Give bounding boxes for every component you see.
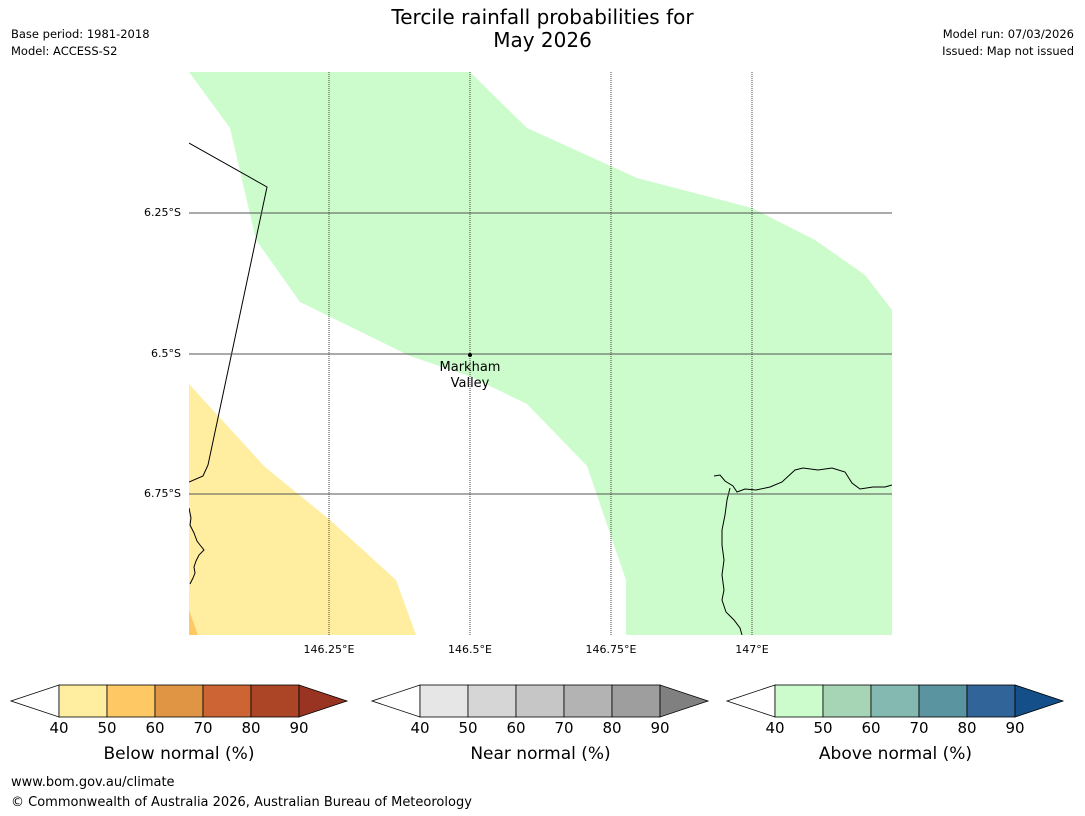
colorbar-tick-label: 40 [765, 719, 785, 737]
colorbar-tick-label: 50 [97, 719, 117, 737]
coastline-east [713, 467, 892, 635]
colorbar-extend-low [725, 684, 776, 718]
colorbar-tick-label: 80 [241, 719, 261, 737]
lat-label-6.5: 6.5°S [151, 347, 181, 360]
colorbar-label-below: Below normal (%) [103, 744, 255, 764]
colorbar-extend-low [370, 684, 421, 718]
location-name-line-1: Markham [439, 360, 501, 375]
colorbar-near-normal [370, 684, 710, 718]
colorbar-extend-high [298, 684, 349, 718]
issued-date: Issued: Map not issued [942, 44, 1074, 58]
colorbar-tick-label: 40 [410, 719, 430, 737]
colorbar-tick-label: 70 [909, 719, 929, 737]
colorbar-tick-label: 60 [145, 719, 165, 737]
colorbar-tick-label: 90 [289, 719, 309, 737]
title-line-2: May 2026 [493, 28, 592, 52]
colorbar-tick-label: 80 [957, 719, 977, 737]
lon-label-146.25: 146.25°E [303, 643, 355, 656]
below-normal-region [189, 384, 416, 635]
colorbar-segment [58, 684, 108, 718]
colorbar-label-near: Near normal (%) [470, 744, 611, 764]
colorbar-extend-high [1014, 684, 1065, 718]
colorbar-segment [154, 684, 204, 718]
colorbar-tick-label: 90 [650, 719, 670, 737]
title-line-1: Tercile rainfall probabilities for [391, 5, 694, 29]
colorbar-segment [419, 684, 469, 718]
colorbar-segment [106, 684, 156, 718]
colorbar-tick-label: 70 [193, 719, 213, 737]
footer-copyright: © Commonwealth of Australia 2026, Austra… [11, 795, 472, 810]
colorbar-tick-label: 70 [554, 719, 574, 737]
colorbar-tick-label: 60 [861, 719, 881, 737]
lon-label-147: 147°E [735, 643, 769, 656]
colorbar-segment [774, 684, 824, 718]
colorbar-above-normal [725, 684, 1065, 718]
colorbar-segment [611, 684, 661, 718]
colorbars [9, 684, 1065, 718]
colorbar-segment [515, 684, 565, 718]
colorbar-segment [966, 684, 1016, 718]
map-title: Tercile rainfall probabilities for May 2… [0, 6, 1085, 52]
border-line [189, 142, 268, 483]
location-marker [468, 353, 472, 357]
colorbar-tick-label: 40 [49, 719, 69, 737]
colorbar-segment [202, 684, 252, 718]
model-name: Model: ACCESS-S2 [11, 44, 118, 58]
base-period: Base period: 1981-2018 [11, 27, 150, 41]
colorbar-label-above: Above normal (%) [818, 744, 973, 764]
colorbar-segment [250, 684, 300, 718]
colorbar-segment [467, 684, 517, 718]
colorbar-segment [918, 684, 968, 718]
colorbar-segment [563, 684, 613, 718]
colorbar-segment [870, 684, 920, 718]
lat-label-6.75: 6.75°S [144, 487, 181, 500]
footer-url: www.bom.gov.au/climate [11, 775, 175, 790]
lat-label-6.25: 6.25°S [144, 206, 181, 219]
colorbar-tick-label: 80 [602, 719, 622, 737]
colorbar-tick-label: 90 [1005, 719, 1025, 737]
colorbar-extend-low [9, 684, 60, 718]
colorbar-tick-label: 50 [813, 719, 833, 737]
location-label: Markham Valley [440, 360, 501, 392]
colorbar-segment [822, 684, 872, 718]
coastline-west [189, 507, 205, 585]
model-run: Model run: 07/03/2026 [942, 27, 1074, 41]
below-normal-50-60-region [189, 610, 198, 635]
colorbar-tick-label: 60 [506, 719, 526, 737]
colorbar-extend-high [659, 684, 710, 718]
colorbar-tick-label: 50 [458, 719, 478, 737]
colorbar-below-normal [9, 684, 349, 718]
location-name-line-2: Valley [450, 376, 490, 391]
lon-label-146.75: 146.75°E [585, 643, 637, 656]
lon-label-146.5: 146.5°E [448, 643, 492, 656]
